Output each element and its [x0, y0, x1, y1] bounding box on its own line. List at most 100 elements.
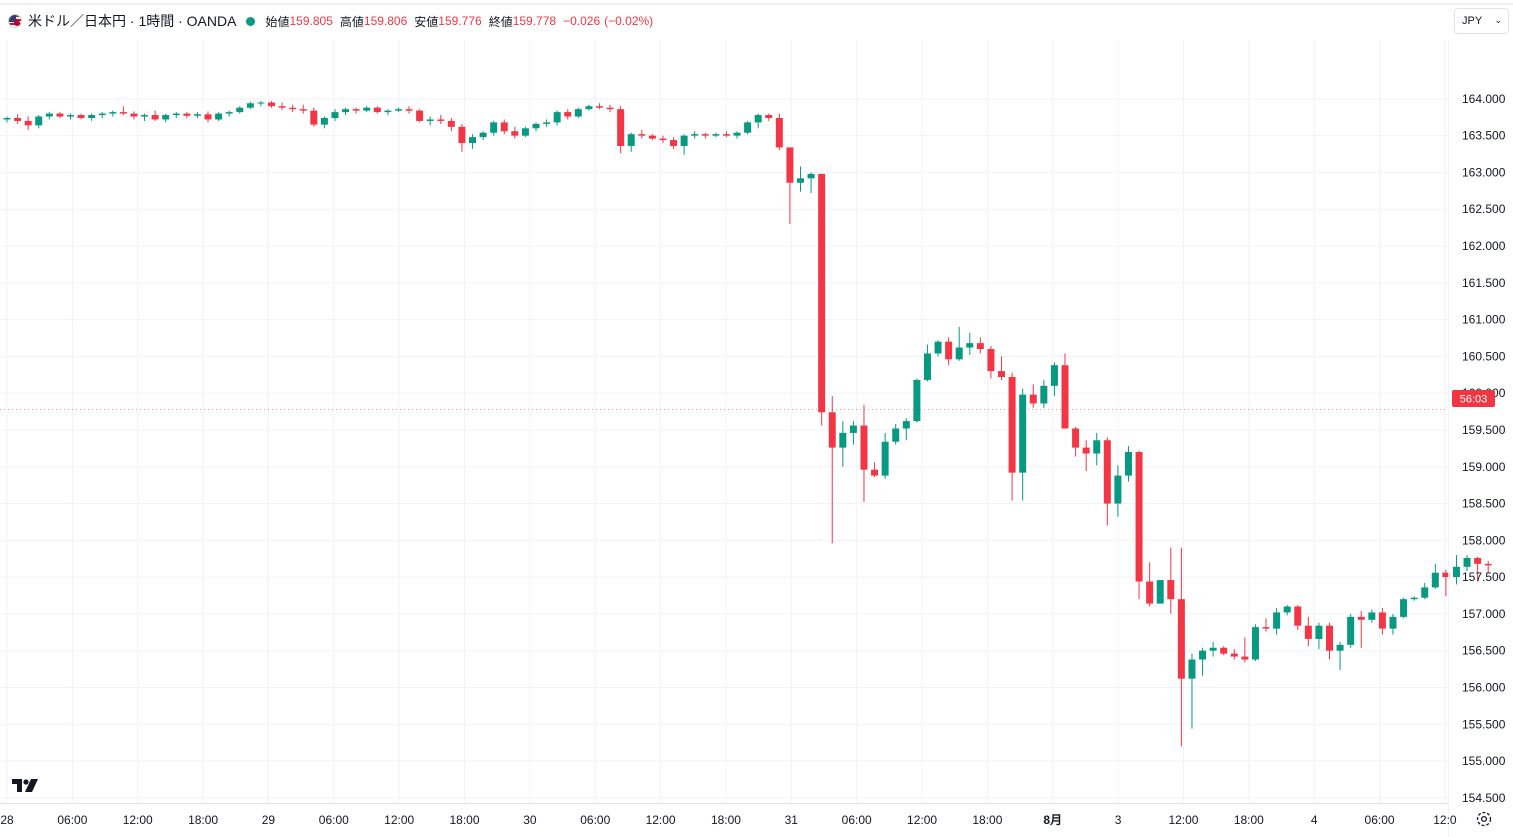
candle-body	[1029, 394, 1037, 404]
candle-body	[1262, 627, 1270, 629]
candle-body	[447, 120, 455, 127]
candle-body	[1167, 580, 1175, 600]
candle-body	[627, 134, 635, 146]
candle-body	[1326, 625, 1333, 651]
candle	[532, 122, 540, 132]
candle-body	[299, 109, 307, 111]
candle-body	[1452, 566, 1460, 578]
candle	[1199, 647, 1207, 676]
time-tick-label: 29	[262, 813, 276, 827]
candle	[109, 110, 117, 117]
time-tick-label: 06:00	[319, 813, 349, 827]
gear-icon[interactable]	[1475, 810, 1493, 828]
candle-body	[606, 107, 614, 110]
candle-body	[1357, 616, 1365, 620]
candle-body	[1463, 557, 1471, 567]
candle-body	[500, 122, 508, 132]
candle	[828, 396, 836, 544]
candle-body	[1156, 580, 1164, 604]
candle-body	[469, 137, 477, 144]
high-value: 159.806	[363, 14, 408, 28]
symbol-title[interactable]: 米ドル／日本円 · 1時間 · OANDA	[28, 13, 237, 29]
candle	[691, 131, 699, 139]
candle-body	[1304, 625, 1312, 639]
time-tick-label: 18:00	[972, 813, 1002, 827]
candle	[754, 113, 762, 129]
candle-body	[183, 113, 191, 116]
candle	[1177, 547, 1185, 747]
candle-body	[246, 103, 254, 108]
low-label: 安値	[414, 14, 439, 29]
candle-body	[998, 371, 1006, 377]
candle-body	[1220, 647, 1228, 654]
candle	[320, 116, 328, 129]
price-tick-label: 164.000	[1462, 92, 1506, 106]
candle	[934, 340, 942, 357]
candle	[945, 337, 953, 366]
candle	[1431, 563, 1439, 589]
candle-body	[268, 102, 275, 107]
candle	[638, 129, 646, 139]
candle	[426, 116, 434, 126]
close-value: 159.778	[512, 14, 557, 28]
candle	[564, 109, 572, 120]
candle-body	[1008, 376, 1016, 473]
candle-body	[1188, 659, 1196, 679]
candle-body	[193, 114, 201, 116]
candle	[712, 132, 720, 138]
open-value: 159.805	[289, 14, 333, 28]
candle	[1167, 547, 1175, 614]
candle	[543, 119, 551, 127]
tradingview-logo-icon[interactable]	[11, 776, 43, 794]
candle-body	[225, 112, 233, 114]
candle-body	[331, 112, 339, 118]
candle	[490, 120, 498, 136]
time-tick-label: 30	[523, 813, 537, 827]
candle	[1283, 605, 1291, 616]
candle	[860, 404, 868, 503]
candle-body	[797, 178, 804, 183]
candle-body	[1294, 606, 1302, 626]
candle-body	[1114, 475, 1122, 504]
price-tick-label: 156.500	[1462, 644, 1506, 658]
candle	[998, 356, 1006, 380]
candle	[807, 172, 815, 194]
candle	[881, 432, 889, 479]
candle-body	[490, 122, 498, 133]
time-tick-label: 12:00	[384, 813, 414, 827]
candle	[373, 106, 381, 114]
candle-body	[162, 115, 170, 120]
candle-body	[310, 110, 318, 125]
candle-body	[828, 412, 836, 448]
price-axis: 164.000 163.500 163.000 162.500 162.000 161.5…	[1462, 92, 1506, 805]
change-value: −0.026	[563, 14, 601, 28]
candle-body	[1410, 597, 1418, 600]
candle-body	[384, 110, 392, 113]
candle	[606, 104, 614, 113]
chevron-down-icon: ⌄	[1494, 15, 1502, 25]
candle-body	[352, 109, 360, 111]
candle-body	[902, 421, 910, 429]
candle-body	[1124, 452, 1132, 476]
candle-body	[1484, 563, 1492, 566]
candle	[1326, 622, 1333, 660]
price-tick-label: 157.500	[1462, 570, 1506, 584]
candle	[35, 115, 43, 129]
candle	[1336, 641, 1344, 670]
candle	[1484, 560, 1492, 573]
currency-button[interactable]: JPY ⌄	[1454, 8, 1509, 34]
price-tick-label: 162.500	[1462, 202, 1506, 216]
candle	[1093, 432, 1101, 466]
market-status-icon[interactable]	[246, 16, 256, 26]
candle-body	[786, 147, 794, 183]
candle	[1400, 597, 1408, 619]
candle	[511, 126, 519, 139]
price-tick-label: 155.000	[1462, 754, 1506, 768]
candle	[1156, 580, 1164, 604]
candle	[1347, 613, 1355, 648]
candle	[680, 134, 688, 155]
price-tick-label: 159.000	[1462, 460, 1506, 474]
candle	[521, 126, 529, 138]
price-tick-label: 158.000	[1462, 533, 1506, 547]
